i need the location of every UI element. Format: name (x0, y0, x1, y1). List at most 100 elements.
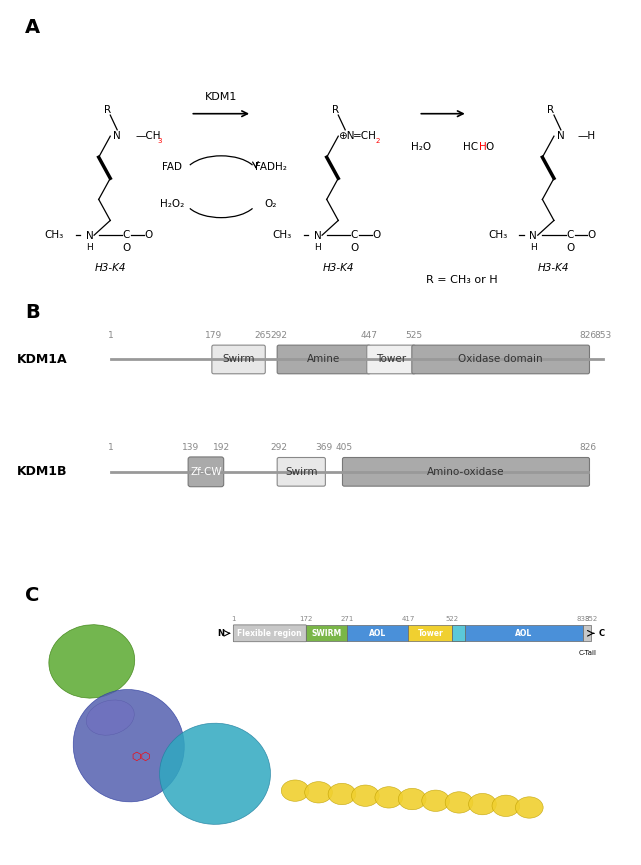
Text: 852: 852 (585, 616, 597, 622)
Text: H3-K4: H3-K4 (322, 263, 354, 272)
Text: AOL: AOL (515, 629, 533, 638)
FancyBboxPatch shape (277, 345, 370, 374)
Ellipse shape (351, 785, 379, 806)
Text: O: O (588, 230, 596, 240)
Text: Swirm: Swirm (222, 355, 255, 364)
Bar (408, 625, 453, 641)
Ellipse shape (304, 782, 333, 803)
Text: O: O (566, 243, 574, 253)
FancyBboxPatch shape (233, 625, 306, 642)
Text: N: N (113, 131, 121, 141)
Text: Zf-CW: Zf-CW (190, 467, 222, 477)
Text: KDM1: KDM1 (205, 93, 237, 102)
Text: C: C (122, 230, 130, 240)
Bar (465, 625, 583, 641)
Text: 417: 417 (402, 616, 415, 622)
Text: Oxidase domain: Oxidase domain (458, 355, 543, 364)
Text: R = CH₃ or H: R = CH₃ or H (426, 275, 497, 285)
FancyBboxPatch shape (367, 345, 415, 374)
Text: 192: 192 (213, 444, 229, 452)
FancyBboxPatch shape (277, 458, 326, 486)
Text: O: O (485, 143, 494, 152)
Text: Tower: Tower (376, 355, 406, 364)
Text: Tower: Tower (417, 629, 444, 638)
Text: 139: 139 (182, 444, 199, 452)
Text: SWIRM: SWIRM (312, 629, 342, 638)
Text: N: N (217, 629, 224, 638)
Text: O: O (122, 243, 131, 253)
Text: CH₃: CH₃ (488, 230, 508, 240)
FancyBboxPatch shape (412, 345, 590, 374)
Text: H3-K4: H3-K4 (94, 263, 126, 272)
Text: KDM1A: KDM1A (17, 353, 67, 366)
Bar (583, 625, 591, 641)
Text: 292: 292 (271, 331, 288, 340)
Text: KDM1B: KDM1B (17, 465, 67, 478)
Text: ⬡⬡: ⬡⬡ (131, 752, 151, 762)
Text: 271: 271 (340, 616, 354, 622)
Text: C: C (598, 629, 604, 638)
Text: H₂O₂: H₂O₂ (160, 199, 184, 208)
Text: 265: 265 (255, 331, 272, 340)
Text: Amino-oxidase: Amino-oxidase (428, 467, 504, 477)
Ellipse shape (328, 784, 356, 804)
FancyBboxPatch shape (188, 457, 224, 487)
Bar (453, 625, 465, 641)
Text: R: R (104, 106, 111, 115)
Text: Swirm: Swirm (285, 467, 317, 477)
Text: 826: 826 (579, 444, 596, 452)
Ellipse shape (281, 780, 309, 801)
Text: 522: 522 (446, 616, 459, 622)
Text: 525: 525 (405, 331, 422, 340)
Text: O: O (351, 243, 358, 253)
Text: O: O (144, 230, 153, 240)
Text: H: H (479, 143, 487, 152)
Text: C: C (351, 230, 358, 240)
Text: CH₃: CH₃ (45, 230, 64, 240)
Ellipse shape (87, 700, 134, 735)
Ellipse shape (375, 786, 403, 808)
Text: O₂: O₂ (264, 199, 277, 208)
Text: R: R (331, 106, 338, 115)
Ellipse shape (492, 795, 520, 817)
Text: 405: 405 (336, 444, 353, 452)
Text: H: H (86, 243, 93, 253)
Text: H₂O: H₂O (412, 143, 431, 152)
Text: 292: 292 (271, 444, 288, 452)
Text: R: R (547, 106, 554, 115)
Ellipse shape (49, 625, 135, 698)
Bar (306, 625, 347, 641)
Text: 447: 447 (360, 331, 377, 340)
Ellipse shape (422, 790, 449, 811)
Text: CH₃: CH₃ (273, 230, 292, 240)
Text: ⊕N: ⊕N (338, 131, 354, 141)
Text: N: N (313, 232, 321, 241)
Text: —CH: —CH (136, 131, 161, 141)
Text: C: C (567, 230, 574, 240)
Text: H: H (529, 243, 537, 253)
Ellipse shape (160, 723, 271, 824)
Text: 172: 172 (299, 616, 312, 622)
Text: 3: 3 (158, 138, 162, 144)
Text: N: N (86, 232, 94, 241)
Text: =CH: =CH (353, 131, 377, 141)
Ellipse shape (469, 793, 496, 815)
Text: C-Tail: C-Tail (579, 650, 597, 657)
Text: AOL: AOL (369, 629, 387, 638)
Text: FAD: FAD (162, 162, 182, 172)
Text: 179: 179 (205, 331, 222, 340)
Ellipse shape (515, 797, 543, 818)
Text: Amine: Amine (307, 355, 340, 364)
Text: 833: 833 (576, 616, 590, 622)
Ellipse shape (73, 689, 184, 802)
Text: 1: 1 (108, 444, 113, 452)
Text: Flexible region: Flexible region (237, 629, 302, 638)
Text: HC: HC (463, 143, 478, 152)
Text: A: A (25, 18, 40, 37)
Bar (453, 625, 465, 641)
Text: 826: 826 (579, 331, 596, 340)
Text: 2: 2 (375, 138, 379, 144)
FancyBboxPatch shape (342, 458, 590, 486)
Text: O: O (372, 230, 380, 240)
Text: 369: 369 (315, 444, 332, 452)
